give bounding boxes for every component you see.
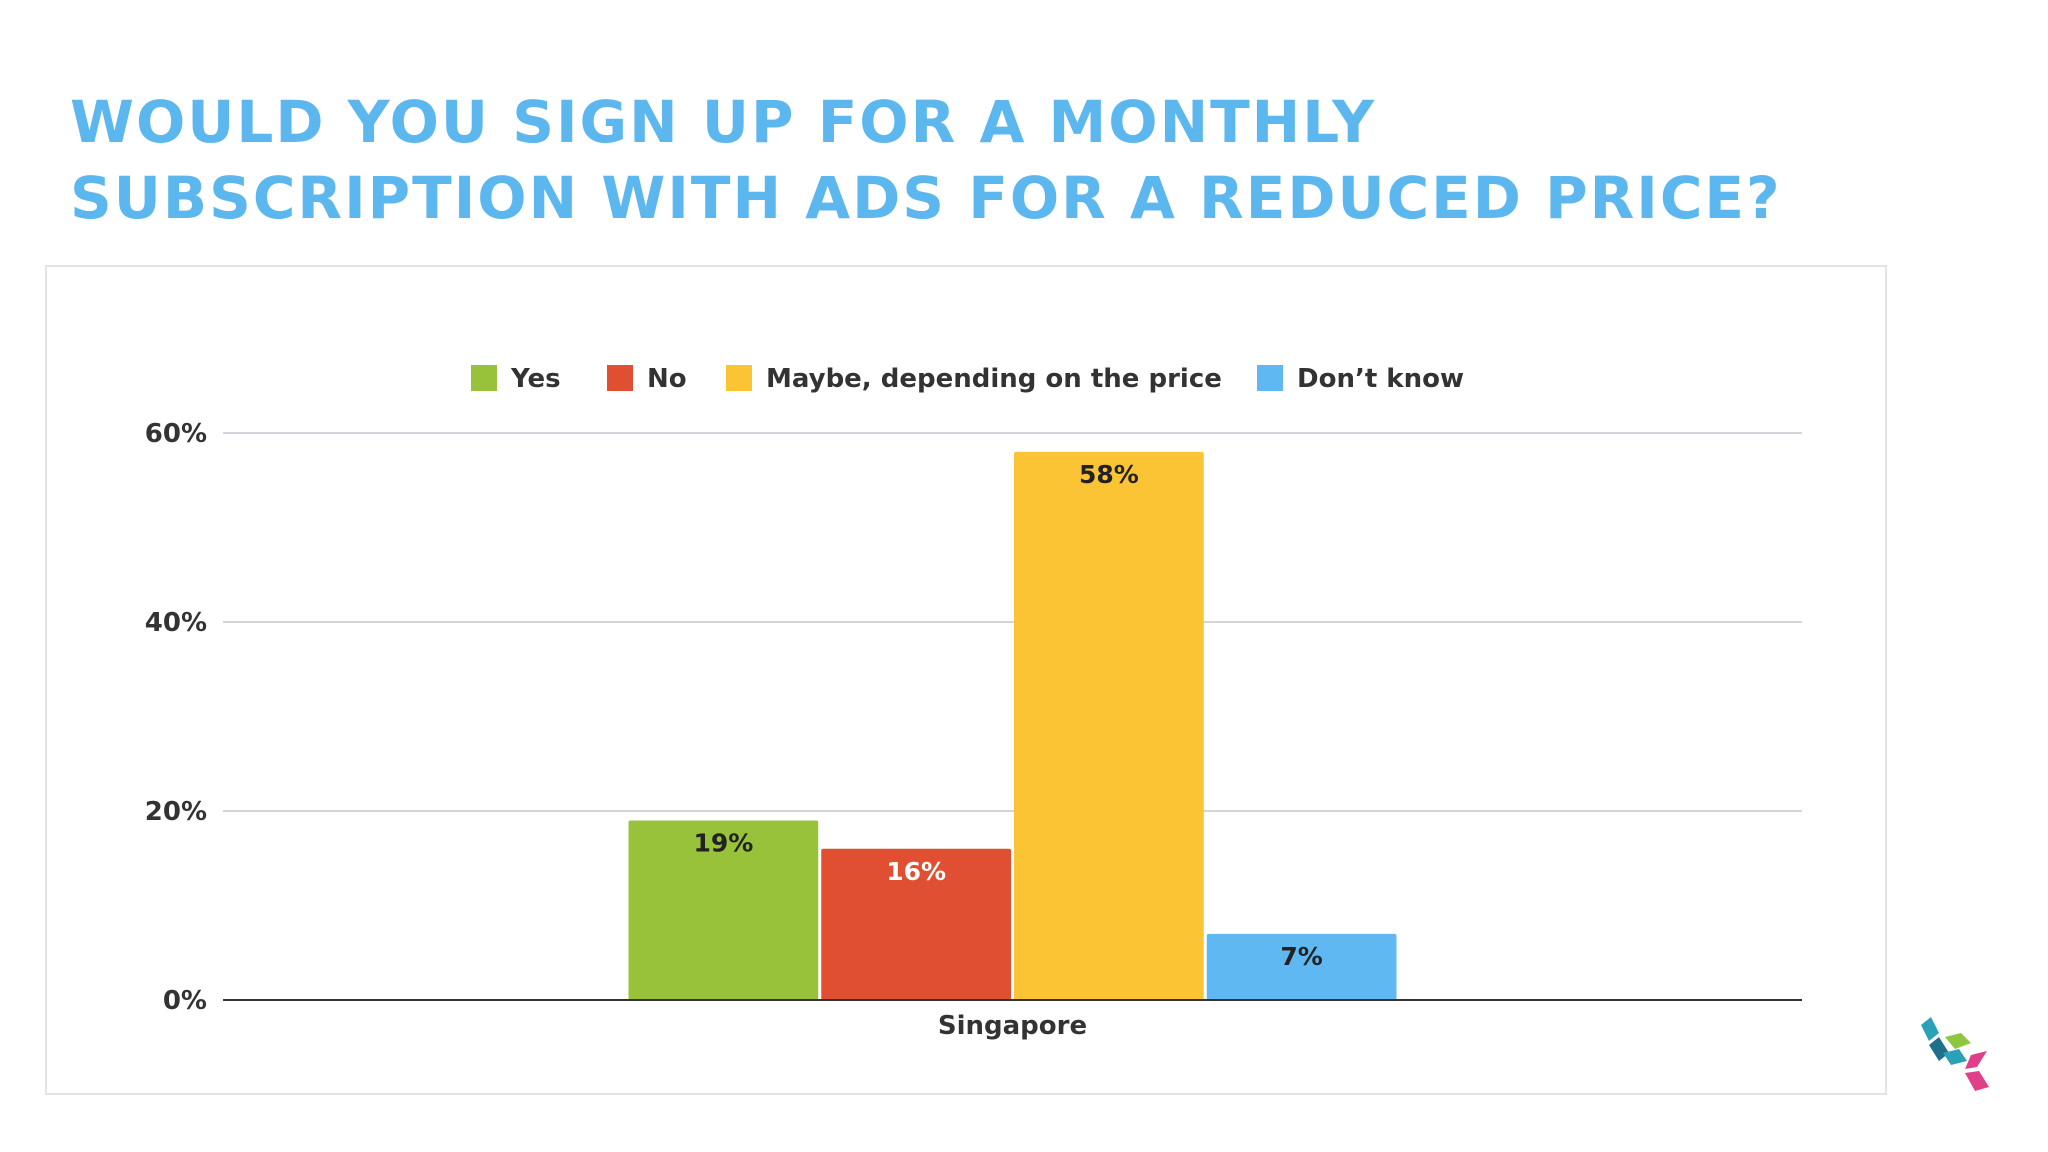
- chart-x-axis: Singapore: [223, 999, 1802, 1041]
- bar-maybe-depending-on-the-price: [1014, 451, 1204, 1000]
- bar-yes: [628, 820, 819, 1000]
- bar-data-label: 7%: [1280, 942, 1322, 971]
- chart-y-axis: 0% 20% 40% 60%: [145, 419, 207, 1016]
- y-tick-label: 60%: [145, 419, 207, 449]
- chart-bars: 19% 16% 58% 7%: [628, 451, 1397, 1000]
- bar-data-label: 16%: [886, 857, 946, 886]
- bar-data-label: 19%: [693, 828, 753, 857]
- y-tick-label: 20%: [145, 797, 207, 827]
- slide-title-line-1: WOULD YOU SIGN UP FOR A MONTHLY: [70, 88, 1377, 156]
- chart-legend: Yes No Maybe, depending on the price Don’t …: [471, 364, 1464, 394]
- bar-no: [821, 848, 1011, 1000]
- bar-data-label: 58%: [1079, 460, 1139, 489]
- cube-stack-logo-icon: [1921, 1017, 1989, 1091]
- legend-label: Yes: [510, 364, 561, 394]
- legend-label: No: [647, 364, 687, 394]
- legend-swatch: [726, 365, 752, 391]
- chart-frame: 0% 20% 40% 60% 19% 16% 58% 7% Singapore Yes No M…: [45, 265, 1887, 1095]
- legend-swatch: [1257, 365, 1283, 391]
- x-category-label: Singapore: [938, 1011, 1087, 1041]
- bar-chart: 0% 20% 40% 60% 19% 16% 58% 7% Singapore Yes No M…: [145, 364, 1802, 1041]
- legend-label: Don’t know: [1297, 364, 1464, 394]
- y-tick-label: 40%: [145, 608, 207, 638]
- slide-title: WOULD YOU SIGN UP FOR A MONTHLY SUBSCRIP…: [70, 84, 1920, 236]
- y-tick-label: 0%: [163, 986, 207, 1016]
- bar-don-t-know: [1206, 933, 1397, 1000]
- legend-swatch: [471, 365, 497, 391]
- chart-gridlines: [223, 432, 1802, 812]
- legend-label: Maybe, depending on the price: [766, 364, 1222, 394]
- slide-title-line-2: SUBSCRIPTION WITH ADS FOR A REDUCED PRIC…: [70, 164, 1782, 232]
- legend-swatch: [607, 365, 633, 391]
